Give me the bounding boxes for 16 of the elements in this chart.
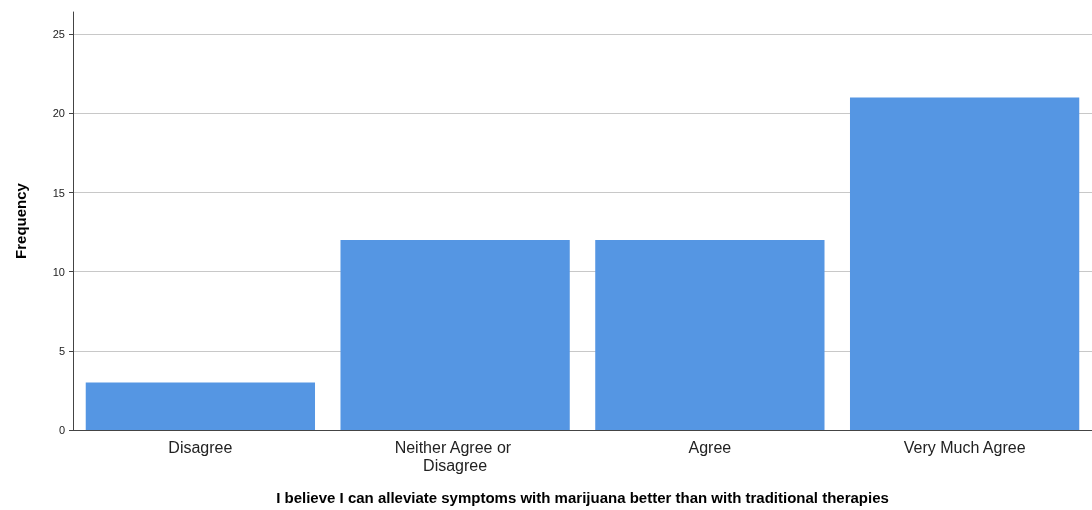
y-tick-label: 0	[58, 424, 65, 436]
y-tick-label: 25	[52, 28, 65, 41]
bar	[85, 382, 316, 430]
y-tick-label: 15	[52, 186, 65, 199]
x-tick-label: Very Much Agree	[903, 438, 1026, 456]
x-tick-label: Neither Agree or Disagree	[394, 438, 516, 474]
bar	[595, 240, 825, 430]
x-axis-title: I believe I can alleviate symptoms with marijuana better than with traditional therapies	[276, 489, 889, 506]
y-tick-label: 10	[52, 265, 65, 278]
y-tick-label: 5	[58, 344, 65, 357]
y-axis-title: Frequency	[12, 182, 29, 259]
x-tick-label: Agree	[688, 438, 732, 456]
x-tick-label: Disagree	[168, 438, 233, 456]
y-tick-label: 20	[52, 107, 65, 120]
bar	[849, 97, 1080, 430]
bar	[340, 240, 570, 430]
